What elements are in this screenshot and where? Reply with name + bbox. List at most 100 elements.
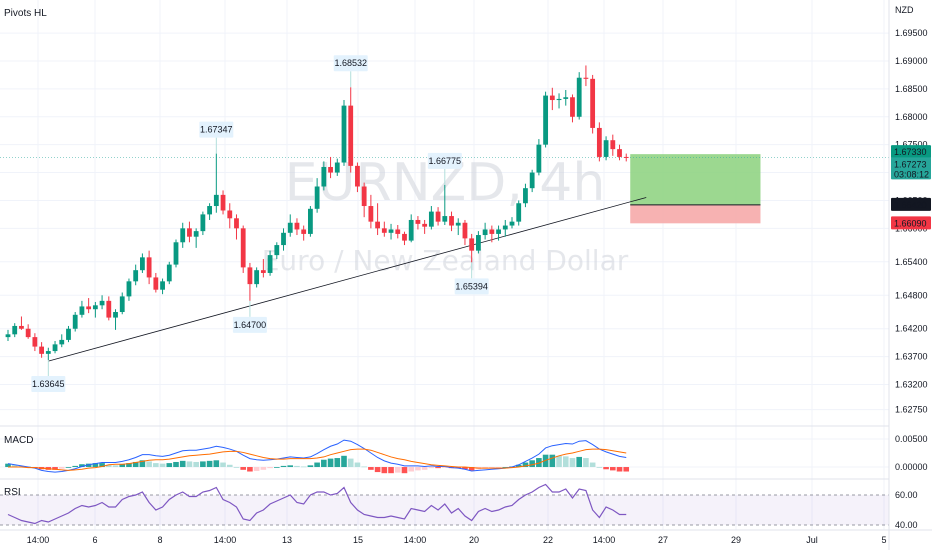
price-tick-label: 1.67500 <box>895 140 928 150</box>
candle-body <box>442 216 448 222</box>
macd-histogram-bar <box>18 465 25 468</box>
macd-histogram-bar <box>515 464 522 468</box>
time-tick-label: 14:00 <box>214 535 237 545</box>
candle-body <box>570 97 575 117</box>
macd-histogram-bar <box>368 467 374 470</box>
macd-histogram-bar <box>374 467 381 473</box>
pivot-label-box <box>31 375 66 392</box>
candle-body <box>294 222 300 230</box>
time-tick-label: 5 <box>881 535 886 545</box>
macd-histogram-bar <box>442 467 448 468</box>
macd-histogram-bar <box>146 461 152 468</box>
macd-line <box>7 439 627 473</box>
long-position-tool[interactable] <box>630 154 761 224</box>
candle-body <box>523 188 528 204</box>
candle-body <box>348 105 354 166</box>
pivot-label-low: 1.64700 <box>234 320 267 330</box>
price-tick-label: 1.63200 <box>895 380 928 390</box>
candle-body <box>408 219 414 241</box>
macd-histogram-bar <box>549 454 556 468</box>
macd-histogram-bar <box>529 460 535 468</box>
candle-body <box>482 229 488 236</box>
candle-body <box>254 270 260 285</box>
price-pane[interactable]: EURNZD, 4h Euro / New Zealand Dollar 1.6… <box>0 0 889 530</box>
macd-histogram-bar <box>5 463 11 468</box>
candle-body <box>240 228 246 268</box>
time-tick-label: 13 <box>282 535 292 545</box>
macd-histogram-bar <box>321 459 327 468</box>
candle-body <box>596 127 602 157</box>
macd-histogram-bar <box>267 467 273 469</box>
candle-body <box>301 229 307 234</box>
candle-body <box>617 149 622 157</box>
macd-histogram-bar <box>307 465 314 468</box>
macd-histogram-bar <box>139 460 146 468</box>
candle-body <box>39 346 44 354</box>
candle-body <box>375 221 380 229</box>
candle-body <box>368 206 374 222</box>
candle-body <box>623 156 629 158</box>
time-tick-label: 15 <box>353 535 363 545</box>
macd-histogram-bar <box>106 464 112 468</box>
macd-histogram-bar <box>394 467 401 473</box>
pivot-labels: 1.63645 1.67347 1.64700 1.68532 1.66775 1.653… <box>31 55 489 392</box>
candle-body <box>603 140 609 157</box>
candle-body <box>119 296 125 313</box>
candle-body <box>207 206 212 215</box>
time-tick-label: 29 <box>731 535 741 545</box>
candle-body <box>166 264 172 282</box>
price-badge <box>891 145 931 159</box>
time-tick-label: 8 <box>157 535 162 545</box>
rsi-tick-label: 40.00 <box>895 520 918 530</box>
macd-histogram-bar <box>401 467 408 474</box>
macd-label: MACD <box>4 435 33 446</box>
rsi-line <box>7 483 627 525</box>
macd-pane[interactable]: MACD <box>0 435 889 474</box>
candle-body <box>133 270 139 282</box>
macd-histogram-bar <box>603 467 609 470</box>
time-axis[interactable]: 14:00 6 8 14:00 13 15 14:00 20 22 14:00 27 29 Jul 5 <box>27 535 887 545</box>
candle-body <box>106 300 112 318</box>
macd-histogram-bar <box>79 464 85 468</box>
time-tick-label: 20 <box>469 535 479 545</box>
macd-histogram-bar <box>173 461 179 468</box>
time-tick-label: 14:00 <box>27 535 50 545</box>
rsi-tick-label: 60.00 <box>895 490 918 500</box>
macd-histogram-bar <box>616 467 623 472</box>
macd-histogram-bar <box>381 467 388 474</box>
macd-histogram-bar <box>502 467 509 468</box>
candle-body <box>153 277 159 290</box>
candle-body <box>173 242 179 265</box>
macd-histogram-bar <box>462 467 468 470</box>
candle-body <box>52 344 58 352</box>
price-badge <box>891 157 931 180</box>
candle-body <box>489 229 495 234</box>
time-tick-label: 14:00 <box>593 535 616 545</box>
trendline[interactable] <box>48 197 647 362</box>
macd-histogram-bar <box>435 467 441 469</box>
time-tick-label: 6 <box>92 535 97 545</box>
pivot-label-box <box>454 278 489 295</box>
candle-body <box>509 221 515 226</box>
candle-body <box>361 186 367 207</box>
macd-histogram-bar <box>421 467 428 470</box>
candle-body <box>576 77 582 117</box>
candle-body <box>72 314 78 329</box>
price-badge-label: 1.66420 <box>894 200 927 210</box>
candle-body <box>590 78 596 128</box>
macd-histogram-bar <box>226 464 233 468</box>
macd-histogram-bar <box>354 462 361 468</box>
candle-body <box>140 257 145 271</box>
rsi-label: RSI <box>4 487 21 498</box>
macd-histogram-bar <box>589 462 596 468</box>
candle-body <box>583 77 589 79</box>
candle-body <box>86 306 92 310</box>
macd-histogram-bar <box>260 467 267 470</box>
macd-histogram-bar <box>327 458 334 468</box>
macd-histogram-bar <box>274 467 280 468</box>
macd-histogram-bar <box>65 467 72 468</box>
candle-body <box>160 281 165 290</box>
rsi-pane[interactable]: RSI <box>0 483 889 526</box>
candle-body <box>469 238 475 251</box>
